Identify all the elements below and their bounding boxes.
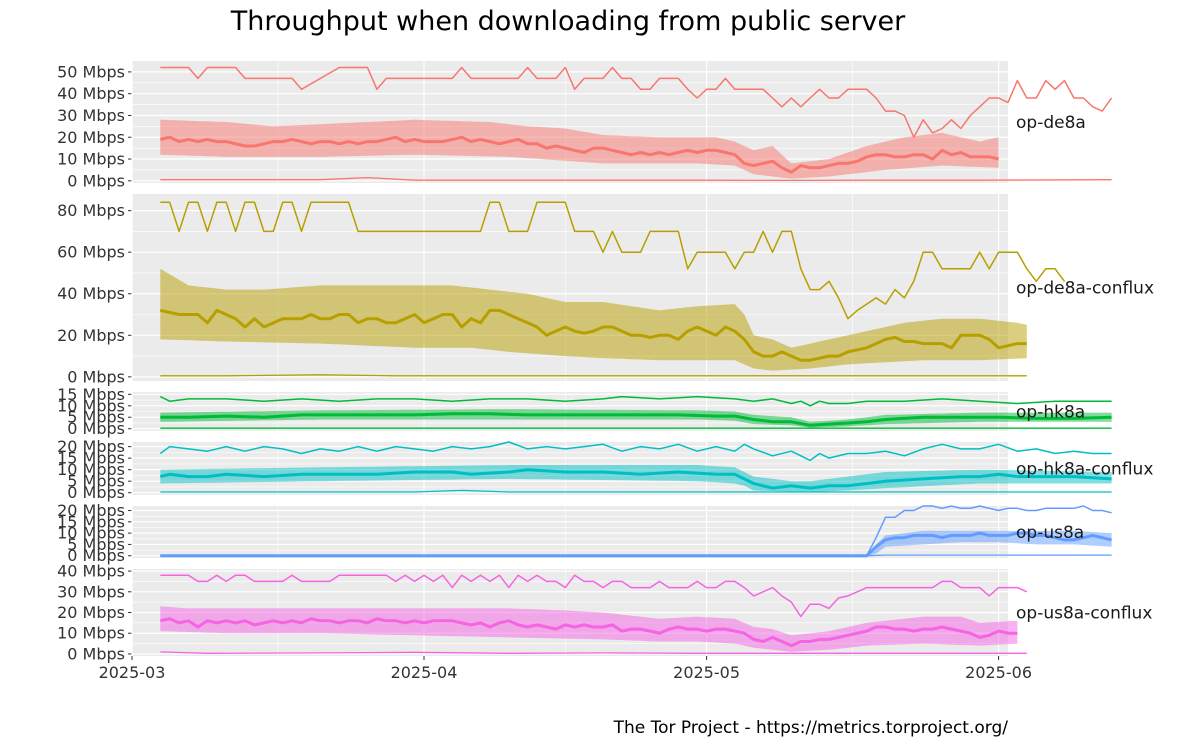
median-line-op-hk8a-conflux <box>159 468 1112 490</box>
median-line-op-de8a <box>159 135 999 174</box>
facet-label-op-hk8a-conflux: op-hk8a-conflux <box>1016 460 1153 480</box>
y-tick-label: 10 Mbps <box>57 150 125 169</box>
y-tick-label: 30 Mbps <box>57 582 125 601</box>
max-line-op-de8a <box>160 66 1113 139</box>
iqr-ribbon-op-de8a <box>160 119 999 179</box>
y-tick-label: 10 Mbps <box>57 396 125 415</box>
y-tick-label: 5 Mbps <box>67 472 125 491</box>
iqr-ribbon-op-de8a-conflux <box>160 268 1027 371</box>
min-line-op-us8a-conflux <box>160 651 1027 654</box>
y-tick-label: 0 Mbps <box>67 419 125 438</box>
y-tick-label: 15 Mbps <box>57 512 125 531</box>
median-line-op-de8a-conflux <box>159 308 1027 362</box>
facet-label-op-us8a: op-us8a <box>1016 523 1084 543</box>
facet-label-op-de8a-conflux: op-de8a-conflux <box>1016 279 1154 299</box>
x-tick-label: 2025-04 <box>391 663 458 682</box>
y-tick-label: 30 Mbps <box>57 106 125 125</box>
chart-title: Throughput when downloading from public … <box>230 6 906 37</box>
median-line-op-us8a <box>160 531 1112 558</box>
max-line-op-us8a <box>160 505 1112 557</box>
median-line-op-us8a-conflux <box>159 617 1018 648</box>
x-tick-label: 2025-03 <box>99 663 166 682</box>
credit-text: The Tor Project - https://metrics.torpro… <box>613 718 1008 738</box>
y-tick-label: 5 Mbps <box>67 408 125 427</box>
y-tick-label: 20 Mbps <box>57 326 125 345</box>
y-tick-label: 20 Mbps <box>57 437 125 456</box>
x-tick-label: 2025-05 <box>673 663 740 682</box>
y-tick-label: 0 Mbps <box>67 367 125 386</box>
y-tick-label: 10 Mbps <box>57 624 125 643</box>
median-line-op-hk8a <box>160 412 1112 427</box>
max-line-op-de8a-conflux <box>160 201 1066 320</box>
max-line-op-us8a-conflux <box>160 574 1028 618</box>
max-line-op-hk8a-conflux <box>159 441 1112 462</box>
y-tick-label: 0 Mbps <box>67 171 125 190</box>
y-tick-label: 20 Mbps <box>57 603 125 622</box>
facet-label-op-de8a: op-de8a <box>1016 113 1086 133</box>
facet-label-op-hk8a: op-hk8a <box>1016 403 1085 423</box>
y-tick-label: 10 Mbps <box>57 524 125 543</box>
min-line-op-de8a <box>160 176 1112 182</box>
y-tick-label: 50 Mbps <box>57 62 125 81</box>
y-tick-label: 60 Mbps <box>57 243 125 262</box>
y-tick-label: 0 Mbps <box>67 546 125 565</box>
y-tick-label: 0 Mbps <box>67 644 125 663</box>
min-line-op-hk8a-conflux <box>160 489 1112 493</box>
y-tick-label: 80 Mbps <box>57 201 125 220</box>
y-tick-label: 40 Mbps <box>57 84 125 103</box>
y-tick-label: 0 Mbps <box>67 483 125 502</box>
y-tick-label: 10 Mbps <box>57 460 125 479</box>
y-tick-label: 40 Mbps <box>57 284 125 303</box>
max-line-op-hk8a <box>159 395 1112 407</box>
y-tick-label: 15 Mbps <box>57 385 125 404</box>
y-tick-label: 5 Mbps <box>67 535 125 554</box>
y-tick-label: 20 Mbps <box>57 128 125 147</box>
y-tick-label: 15 Mbps <box>57 449 125 468</box>
y-tick-label: 20 Mbps <box>57 501 125 520</box>
min-line-op-de8a-conflux <box>160 374 1027 377</box>
x-tick-label: 2025-06 <box>965 663 1032 682</box>
y-tick-label: 40 Mbps <box>57 562 125 581</box>
facet-label-op-us8a-conflux: op-us8a-conflux <box>1016 604 1152 624</box>
